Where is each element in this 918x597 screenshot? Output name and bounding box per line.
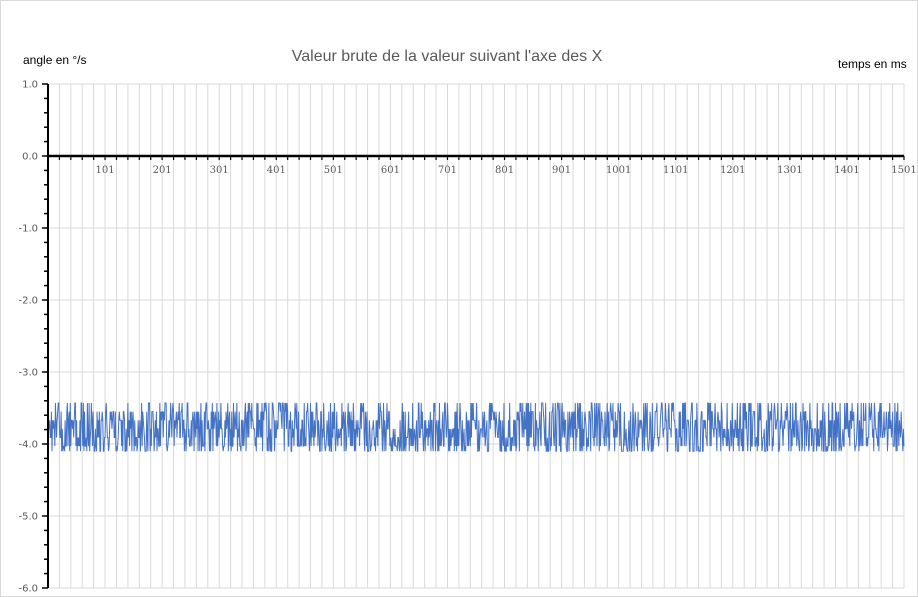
y-tick-label: 1.0: [22, 80, 38, 91]
series-line: [47, 402, 905, 452]
x-tick-label: 801: [495, 165, 514, 176]
y-tick-label: -1.0: [18, 224, 38, 235]
chart-title: Valeur brute de la valeur suivant l'axe …: [292, 48, 603, 65]
x-tick-label: 301: [210, 165, 229, 176]
x-tick-label: 1401: [834, 165, 859, 176]
y-tick-label: -4.0: [18, 440, 38, 451]
grid: [48, 83, 905, 589]
x-axis-label: temps en ms: [838, 57, 907, 71]
tick-labels: 1.0 0.0 -1.0 -2.0 -3.0 -4.0 -5.0 -6.0 101 201 301 4…: [18, 80, 916, 595]
axes: [42, 83, 905, 589]
y-tick-label: -3.0: [18, 368, 38, 379]
x-tick-label: 1501: [891, 165, 916, 176]
x-tick-label: 101: [96, 165, 115, 176]
x-tick-label: 1201: [720, 165, 745, 176]
y-tick-label: -2.0: [18, 296, 38, 307]
x-tick-label: 601: [381, 165, 400, 176]
y-axis-label: angle en °/s: [23, 53, 87, 67]
x-tick-label: 401: [267, 165, 286, 176]
x-tick-label: 1001: [606, 165, 631, 176]
x-tick-label: 901: [552, 165, 571, 176]
y-tick-label: -5.0: [18, 512, 38, 523]
x-tick-label: 201: [153, 165, 172, 176]
x-tick-label: 701: [438, 165, 457, 176]
x-tick-label: 501: [324, 165, 343, 176]
x-tick-label: 1301: [777, 165, 802, 176]
y-tick-label: 0.0: [22, 152, 38, 163]
series-layer: [47, 402, 905, 452]
y-tick-label: -6.0: [18, 584, 38, 595]
x-tick-label: 1101: [663, 165, 688, 176]
